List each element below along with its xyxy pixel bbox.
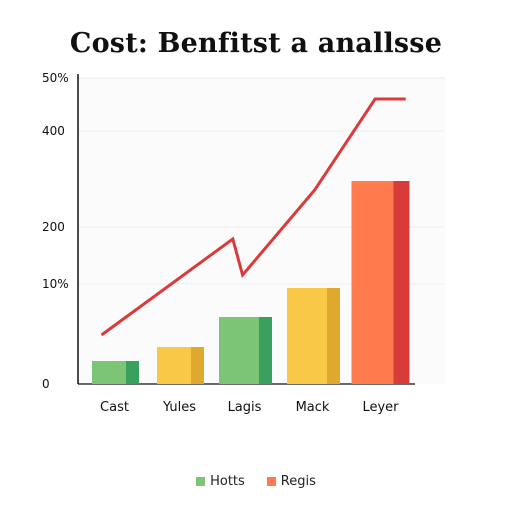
bar-shade-mack xyxy=(327,288,340,384)
bar-shade-leyer xyxy=(393,181,410,384)
y-tick-label-0: 0 xyxy=(42,377,50,391)
x-tick-label-yules: Yules xyxy=(162,400,196,415)
legend-swatch-hotts xyxy=(196,477,206,486)
x-tick-label-leyer: Leyer xyxy=(362,400,399,415)
bar-cast xyxy=(92,361,126,384)
bar-shade-lagis xyxy=(259,317,272,384)
bar-shade-cast xyxy=(126,361,139,384)
x-tick-label-mack: Mack xyxy=(296,400,330,415)
legend-item-hotts: Hotts xyxy=(196,474,245,489)
legend-swatch-regis xyxy=(266,477,276,486)
chart-title: Cost: Benfitst a anallsse xyxy=(69,28,443,59)
bar-lagis xyxy=(219,317,259,384)
x-tick-label-lagis: Lagis xyxy=(228,400,262,415)
legend-item-regis: Regis xyxy=(266,474,316,489)
bar-mack xyxy=(287,288,327,384)
y-tick-label-4: 50% xyxy=(42,71,69,85)
legend-label-hotts: Hotts xyxy=(210,474,245,489)
legend-label-regis: Regis xyxy=(280,474,316,489)
chart-legend: Hotts Regis xyxy=(0,474,512,489)
y-tick-label-3: 400 xyxy=(42,124,65,138)
line-series-regis xyxy=(100,97,406,337)
y-tick-label-2: 200 xyxy=(42,220,65,234)
bar-shade-yules xyxy=(191,347,204,384)
x-tick-label-cast: Cast xyxy=(100,400,129,415)
bar-leyer xyxy=(351,181,394,384)
bar-yules xyxy=(157,347,191,384)
y-tick-label-1: 10% xyxy=(42,277,69,291)
